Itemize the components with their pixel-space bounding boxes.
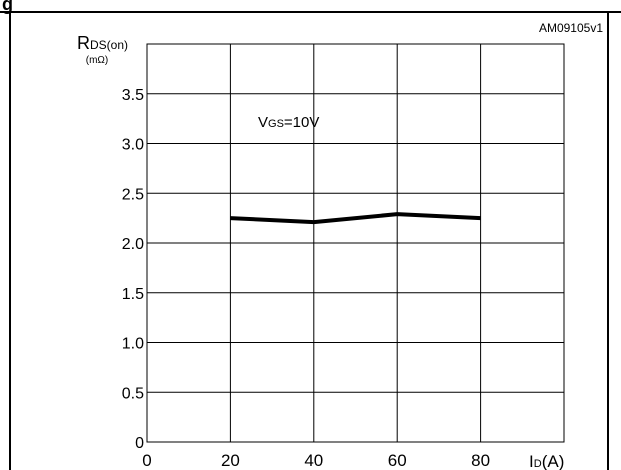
- annotation-suffix: =10V: [284, 114, 319, 131]
- x-axis-label-subscript: D: [534, 458, 542, 470]
- x-tick-labels: 0 20 40 60 80: [142, 451, 490, 470]
- y-axis-unit: (mΩ): [86, 55, 108, 66]
- top-rule: [0, 11, 621, 13]
- annotation-main: V: [258, 114, 268, 131]
- right-border: [607, 11, 609, 470]
- y-tick-label: 1.5: [122, 286, 144, 303]
- y-axis-label-main: R: [77, 33, 90, 53]
- chart-grid: [147, 44, 564, 442]
- figure-heading-fragment: g: [2, 0, 13, 14]
- figure-code: AM09105v1: [539, 21, 603, 35]
- x-tick-label: 0: [142, 451, 151, 470]
- plot-border: [146, 43, 565, 443]
- x-tick-label: 80: [471, 451, 490, 470]
- y-axis-label-subscript: DS(on): [90, 38, 128, 52]
- x-tick-label: 20: [221, 451, 240, 470]
- y-tick-label: 2.5: [122, 186, 144, 203]
- y-tick-label: 2.0: [122, 236, 144, 253]
- plot-frame: [146, 43, 565, 443]
- x-tick-label: 40: [304, 451, 323, 470]
- y-tick-labels: 0 0.5 1.0 1.5 2.0 2.5 3.0 3.5: [122, 87, 144, 452]
- series-line: [230, 212, 481, 225]
- y-tick-label: 3.0: [122, 137, 144, 154]
- y-axis-label: RDS(on): [77, 33, 128, 53]
- left-border: [9, 11, 11, 470]
- y-tick-label: 1.0: [122, 336, 144, 353]
- y-tick-label: 0: [135, 435, 144, 452]
- series: [230, 212, 481, 225]
- x-tick-label: 60: [388, 451, 407, 470]
- x-axis-label-unit: (A): [542, 452, 565, 470]
- annotation-subscript: GS: [268, 118, 284, 130]
- x-axis-label-main: I: [529, 452, 534, 470]
- x-axis-label: ID(A): [529, 452, 564, 470]
- y-tick-label: 3.5: [122, 87, 144, 104]
- gate-voltage-annotation: VGS=10V: [258, 114, 319, 131]
- y-tick-label: 0.5: [122, 385, 144, 402]
